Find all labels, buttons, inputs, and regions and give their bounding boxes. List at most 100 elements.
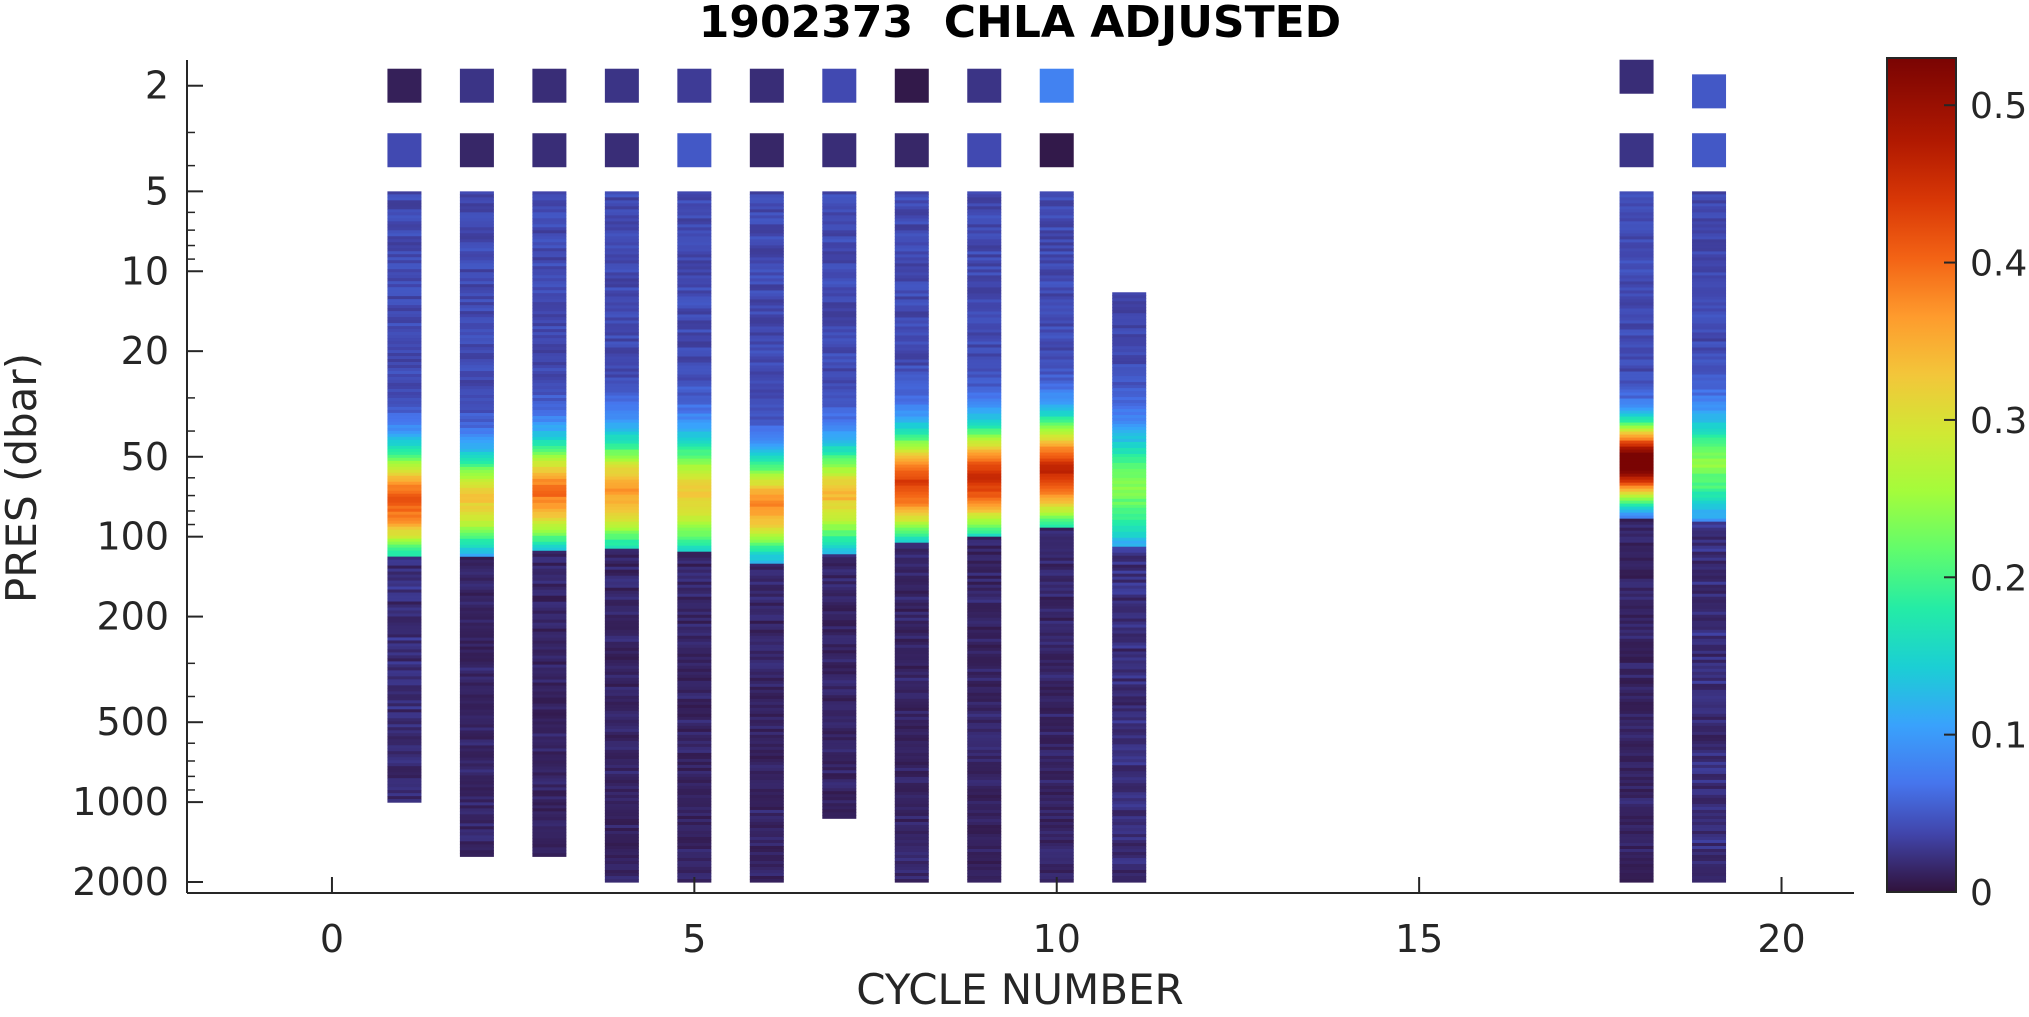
- profile-cell: [894, 293, 929, 298]
- profile-cell: [1112, 561, 1147, 566]
- profile-cell: [604, 632, 639, 637]
- profile-cell: [677, 803, 712, 808]
- profile-cell: [749, 611, 784, 616]
- profile-cell: [894, 389, 929, 394]
- profile-cell: [1112, 735, 1147, 739]
- profile-cell: [1112, 738, 1147, 742]
- surface-cell: [677, 68, 712, 103]
- profile-cell: [604, 479, 639, 484]
- profile-cell: [1039, 593, 1074, 598]
- profile-cell: [749, 635, 784, 640]
- profile-cell: [1692, 767, 1727, 772]
- profile-cell: [1619, 257, 1654, 262]
- profile-cell: [677, 356, 712, 361]
- profile-cell: [1619, 350, 1654, 355]
- profile-cell: [459, 445, 494, 450]
- profile-cell: [749, 494, 784, 499]
- profile-cell: [1039, 218, 1074, 222]
- plot-area: [387, 59, 1727, 883]
- profile-cell: [749, 833, 784, 838]
- profile-cell: [749, 350, 784, 355]
- profile-cell: [677, 494, 712, 499]
- profile-cell: [894, 839, 929, 844]
- profile-cell: [749, 203, 784, 207]
- profile-cell: [387, 727, 422, 731]
- profile-cell: [604, 818, 639, 823]
- profile-cell: [387, 335, 422, 339]
- profile-cycle-7: [822, 68, 857, 819]
- profile-cell: [1692, 230, 1727, 234]
- profile-cell: [1112, 690, 1147, 695]
- profile-cell: [604, 866, 639, 871]
- profile-cell: [749, 518, 784, 523]
- profile-cycle-6: [749, 68, 784, 883]
- y-tick-label: 100: [96, 515, 169, 559]
- profile-cell: [604, 374, 639, 379]
- profile-cell: [677, 305, 712, 310]
- profile-cell: [822, 296, 857, 300]
- profile-cell: [459, 529, 494, 534]
- surface-cell: [1039, 133, 1074, 168]
- profile-cell: [459, 421, 494, 426]
- profile-cell: [749, 698, 784, 703]
- profile-cell: [1692, 752, 1727, 757]
- profile-cell: [459, 206, 494, 210]
- profile-cell: [459, 191, 494, 195]
- profile-cell: [894, 560, 929, 565]
- profile-cell: [1112, 373, 1147, 377]
- profile-cell: [967, 401, 1002, 406]
- profile-cell: [967, 677, 1002, 682]
- profile-cell: [387, 592, 422, 597]
- profile-cell: [822, 281, 857, 285]
- profile-cell: [532, 392, 567, 396]
- profile-cell: [1039, 605, 1074, 610]
- profile-cell: [967, 674, 1002, 679]
- profile-cell: [459, 679, 494, 684]
- profile-cell: [749, 413, 784, 418]
- profile-cell: [749, 194, 784, 198]
- profile-cell: [1692, 707, 1727, 712]
- profile-cell: [1692, 257, 1727, 262]
- profile-cell: [822, 665, 857, 669]
- profile-cell: [894, 287, 929, 292]
- profile-cell: [1112, 861, 1147, 865]
- profile-cell: [1619, 554, 1654, 559]
- profile-cell: [749, 824, 784, 829]
- profile-cell: [1039, 638, 1074, 643]
- profile-cell: [459, 526, 494, 531]
- profile-cell: [1619, 641, 1654, 646]
- profile-cell: [459, 703, 494, 708]
- profile-cell: [532, 634, 567, 639]
- profile-cell: [677, 392, 712, 397]
- profile-cell: [894, 485, 929, 490]
- profile-cell: [532, 359, 567, 363]
- profile-cell: [1039, 431, 1074, 436]
- profile-cell: [1619, 248, 1654, 253]
- profile-cell: [749, 680, 784, 685]
- profile-cell: [677, 569, 712, 574]
- profile-cell: [894, 263, 929, 268]
- profile-cell: [677, 374, 712, 379]
- profile-cell: [822, 494, 857, 498]
- profile-cell: [749, 851, 784, 856]
- profile-cell: [1692, 812, 1727, 817]
- profile-cell: [749, 764, 784, 769]
- profile-cell: [967, 452, 1002, 457]
- profile-cell: [532, 365, 567, 369]
- profile-cell: [387, 251, 422, 255]
- profile-cell: [1692, 431, 1727, 436]
- profile-cell: [967, 833, 1002, 838]
- profile-cell: [822, 476, 857, 480]
- profile-cell: [894, 410, 929, 415]
- profile-cell: [749, 758, 784, 763]
- profile-cell: [532, 529, 567, 534]
- profile-cell: [822, 278, 857, 282]
- profile-cell: [1619, 722, 1654, 727]
- profile-cell: [1619, 521, 1654, 526]
- profile-cell: [894, 767, 929, 772]
- profile-cell: [749, 320, 784, 325]
- profile-cell: [894, 824, 929, 829]
- profile-cell: [894, 575, 929, 580]
- profile-cell: [677, 326, 712, 331]
- profile-cell: [967, 290, 1002, 295]
